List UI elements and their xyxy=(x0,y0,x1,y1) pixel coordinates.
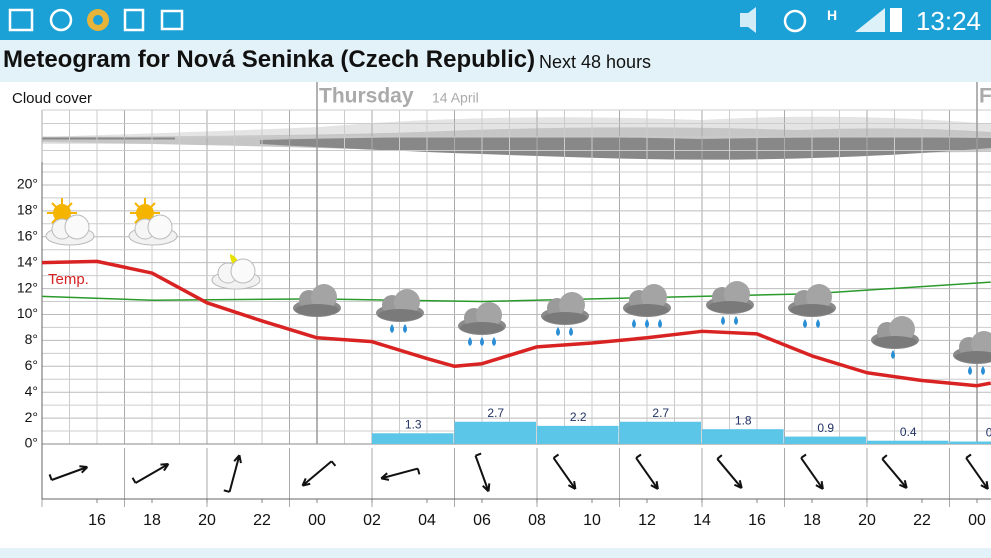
precip-bar xyxy=(949,441,991,444)
x-tick-label: 02 xyxy=(363,512,381,529)
x-tick-label: 08 xyxy=(528,512,546,529)
precip-label: 0.9 xyxy=(817,421,834,435)
y-tick-label: 16° xyxy=(17,227,38,243)
status-icons xyxy=(8,8,184,32)
x-tick-label: 18 xyxy=(143,512,161,529)
precip-label: 2.7 xyxy=(652,406,669,420)
status-bar: H 13:24 xyxy=(0,0,991,40)
meteogram: Cloud cover 0° 2° 4° 6° 8° 10° 12° 14° 16° 18° 20°… xyxy=(12,82,991,529)
day-date: 14 April xyxy=(432,90,479,106)
header: Meteogram for Nová Seninka (Czech Republ… xyxy=(0,40,991,82)
y-tick-label: 0° xyxy=(25,435,38,451)
wind-arrow xyxy=(380,467,421,481)
y-tick-label: 8° xyxy=(25,331,38,347)
temp-label: Temp. xyxy=(48,271,89,288)
y-tick-label: 4° xyxy=(25,383,38,399)
day-name: F xyxy=(979,85,991,108)
wind-arrow xyxy=(800,453,824,490)
precip-label: 0.4 xyxy=(900,425,917,439)
precip-bar xyxy=(372,433,454,444)
precip-label: 0. xyxy=(986,426,991,440)
x-tick-label: 00 xyxy=(308,512,326,529)
y-tick-label: 10° xyxy=(17,305,38,321)
wind-arrow xyxy=(223,454,242,493)
precip-label: 1.3 xyxy=(405,417,422,431)
x-tick-label: 16 xyxy=(88,512,106,529)
x-tick-label: 20 xyxy=(858,512,876,529)
x-tick-label: 06 xyxy=(473,512,491,529)
precip-bar xyxy=(867,440,949,444)
temperature-line xyxy=(41,259,991,388)
y-tick-label: 18° xyxy=(17,202,38,218)
x-tick-label: 22 xyxy=(253,512,271,529)
wind-arrow xyxy=(881,454,908,489)
cloud-cover-label: Cloud cover xyxy=(12,90,92,107)
title: Meteogram for Nová Seninka (Czech Republ… xyxy=(3,46,536,73)
x-tick-label: 00 xyxy=(968,512,986,529)
y-tick-label: 2° xyxy=(25,409,38,425)
wind-arrow xyxy=(965,453,989,490)
precip-bar xyxy=(702,429,784,444)
precip-bar xyxy=(537,425,619,444)
wind-arrow xyxy=(48,465,89,481)
precip-bar xyxy=(784,436,866,444)
y-tick-label: 6° xyxy=(25,357,38,373)
y-tick-label: 20° xyxy=(17,176,38,192)
x-tick-label: 04 xyxy=(418,512,436,529)
precip-bar xyxy=(619,421,701,444)
subtitle: Next 48 hours xyxy=(539,52,652,72)
status-right-icons: H xyxy=(740,7,902,33)
x-tick-label: 10 xyxy=(583,512,601,529)
x-tick-label: 18 xyxy=(803,512,821,529)
x-tick-label: 12 xyxy=(638,512,656,529)
wind-arrow xyxy=(301,460,337,487)
wind-arrow xyxy=(552,453,577,490)
bottom-bar xyxy=(0,548,991,558)
svg-text:H: H xyxy=(827,7,837,23)
wind-arrow xyxy=(131,463,170,484)
x-tick-label: 14 xyxy=(693,512,711,529)
wind-arrow xyxy=(716,454,743,489)
precip-label: 2.2 xyxy=(570,410,587,424)
precip-label: 1.8 xyxy=(735,413,752,427)
x-tick-label: 20 xyxy=(198,512,216,529)
wind-arrow xyxy=(474,452,491,493)
cloud-cover-band xyxy=(42,116,991,160)
weather-icons xyxy=(45,197,991,375)
x-tick-label: 16 xyxy=(748,512,766,529)
precip-label: 2.7 xyxy=(487,406,504,420)
y-tick-label: 14° xyxy=(17,253,38,269)
wind-arrow xyxy=(635,453,659,490)
day-name: Thursday xyxy=(319,85,414,108)
x-tick-label: 22 xyxy=(913,512,931,529)
y-tick-label: 12° xyxy=(17,279,38,295)
precip-bar xyxy=(454,421,536,444)
clock: 13:24 xyxy=(915,6,981,36)
